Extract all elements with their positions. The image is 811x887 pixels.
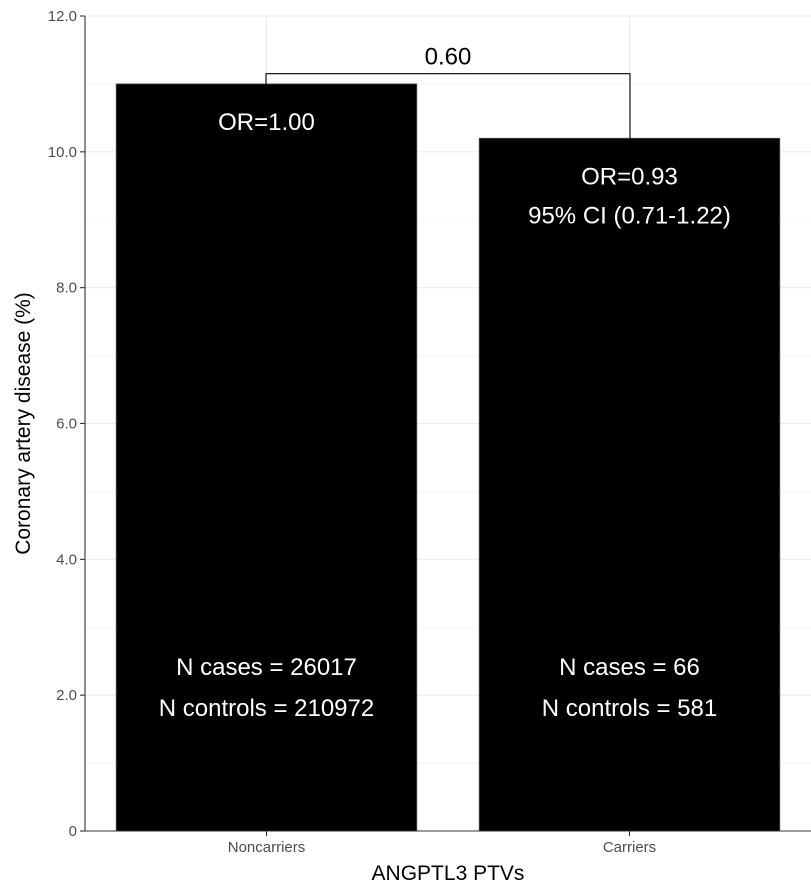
y-tick-label: 2.0: [56, 687, 77, 704]
significance-label: 0.60: [425, 44, 472, 71]
bar-top-annotation: 95% CI (0.71-1.22): [528, 202, 731, 229]
y-tick-label: 0: [69, 823, 77, 840]
bar-bottom-annotation: N cases = 66: [559, 654, 700, 681]
bars: [115, 83, 781, 832]
y-tick-label: 8.0: [56, 280, 77, 297]
bar-carriers: [478, 137, 781, 832]
bar-bottom-annotation: N cases = 26017: [176, 654, 357, 681]
bar-top-annotation: OR=0.93: [581, 163, 678, 190]
y-tick-label: 6.0: [56, 416, 77, 433]
bar-bottom-annotation: N controls = 210972: [159, 695, 374, 722]
y-tick-label: 12.0: [48, 8, 77, 25]
bar-bottom-annotation: N controls = 581: [542, 695, 717, 722]
x-tick-label: Noncarriers: [228, 839, 306, 856]
annotations: OR=1.00 N cases = 26017 N controls = 21097…: [159, 44, 731, 722]
y-tick-label: 4.0: [56, 551, 77, 568]
y-tick-label: 10.0: [48, 144, 77, 161]
x-tick-label: Carriers: [603, 839, 656, 856]
bar-noncarriers: [115, 83, 418, 832]
significance-bracket: [265, 73, 631, 139]
axes: 0 2.0 4.0 6.0 8.0 10.0 12.0 Noncarriers Carriers: [48, 8, 811, 856]
y-axis-title: Coronary artery disease (%): [12, 292, 35, 555]
x-axis-title: ANGPTL3 PTVs: [372, 862, 525, 885]
bar-top-annotation: OR=1.00: [218, 109, 315, 136]
